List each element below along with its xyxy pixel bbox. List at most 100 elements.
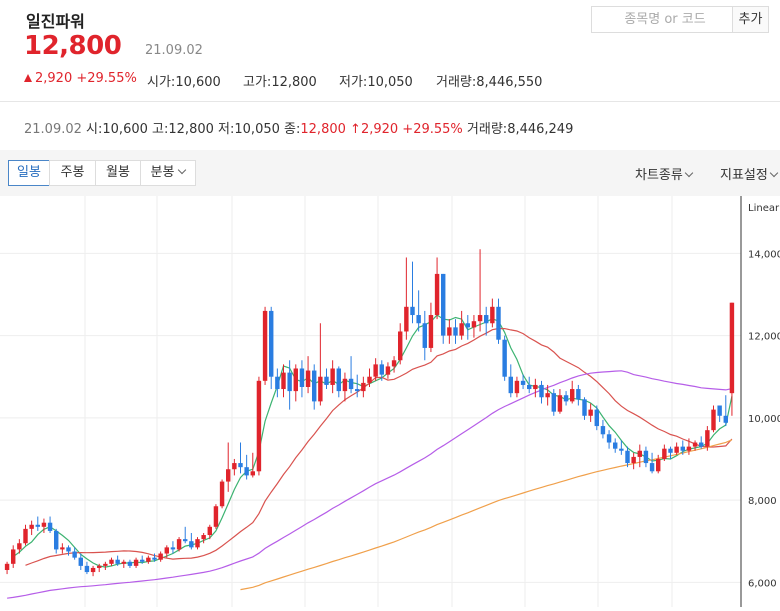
candle-body	[551, 393, 556, 412]
high-value: 12,800	[271, 75, 317, 90]
candle-body	[312, 370, 317, 402]
candle-body	[477, 315, 483, 322]
candle-body	[176, 539, 182, 550]
candle-body	[662, 448, 667, 459]
candle-body	[723, 415, 728, 423]
quote-close: 12,800	[300, 122, 346, 137]
candle-body	[570, 389, 575, 402]
scale-label: Linear	[748, 203, 780, 214]
candle-body	[594, 409, 599, 427]
candle-body	[109, 559, 114, 564]
chevron-down-icon	[178, 165, 187, 175]
quote-low-label: 저	[218, 122, 230, 137]
volume-value: 8,446,550	[476, 75, 543, 90]
chart-type-label: 차트종류	[635, 168, 683, 183]
quote-change-percent: +29.55%	[402, 122, 463, 137]
tab-weekly[interactable]: 주봉	[49, 160, 96, 186]
candle-body	[729, 302, 735, 394]
low-stat: 저가:10,050	[339, 75, 413, 90]
candle-body	[152, 557, 157, 560]
candle-body	[398, 331, 403, 361]
candle-body	[656, 458, 661, 472]
candle-body	[29, 524, 34, 529]
chevron-down-icon	[684, 168, 694, 178]
candle-body	[226, 469, 231, 482]
candle-body	[189, 541, 194, 548]
candle-body	[649, 463, 655, 472]
tab-minute[interactable]: 분봉	[140, 160, 196, 186]
tab-minute-label: 분봉	[150, 165, 175, 180]
candle-body	[355, 389, 360, 392]
candle-body	[4, 563, 10, 570]
change-amount: 2,920	[35, 71, 73, 86]
quote-high-label: 고	[152, 122, 164, 137]
candle-body	[410, 306, 415, 316]
candle-body	[625, 450, 630, 464]
candle-body	[484, 315, 489, 324]
candle-body	[711, 409, 716, 431]
chart-type-menu[interactable]: 차트종류	[635, 164, 694, 183]
candle-body	[219, 481, 225, 507]
candle-body	[557, 395, 563, 412]
add-button[interactable]: 추가	[733, 6, 769, 33]
y-tick-label: 14,000	[748, 249, 780, 260]
candle-body	[195, 539, 200, 548]
candle-body	[361, 382, 366, 392]
ma-line-ma60	[7, 370, 733, 599]
candle-body	[262, 310, 268, 381]
tab-monthly[interactable]: 월봉	[95, 160, 141, 186]
candle-body	[496, 306, 501, 340]
chart-area[interactable]: 6,000 8,000 10,000 12,000 14,000 Linear	[0, 196, 780, 607]
candle-body	[502, 339, 507, 377]
candle-body	[699, 442, 704, 447]
candle-body	[441, 273, 446, 336]
y-tick-label: 12,000	[748, 332, 780, 343]
chevron-down-icon	[769, 168, 779, 178]
indicator-settings-menu[interactable]: 지표설정	[720, 164, 779, 183]
candle-body	[250, 471, 255, 476]
candle-body	[232, 463, 237, 470]
candle-body	[514, 380, 520, 394]
candle-body	[158, 553, 163, 560]
candle-body	[447, 327, 452, 336]
candle-body	[692, 442, 698, 447]
candle-body	[373, 364, 378, 377]
candle-body	[23, 528, 28, 544]
candle-body	[520, 380, 526, 385]
volume-stat: 거래량:8,446,550	[436, 75, 543, 90]
ma-line-ma120	[240, 439, 733, 591]
quote-change-amount: 2,920	[360, 122, 399, 137]
tab-monthly-label: 월봉	[106, 165, 130, 180]
quote-open-label: 시	[86, 122, 98, 137]
candle-body	[674, 446, 679, 453]
candle-body	[508, 376, 513, 394]
y-tick-label: 10,000	[748, 414, 780, 425]
candle-body	[97, 565, 102, 568]
tab-daily[interactable]: 일봉	[8, 160, 50, 186]
current-price: 12,800	[24, 31, 122, 61]
candle-body	[164, 547, 169, 554]
candle-body	[47, 522, 53, 531]
candle-body	[582, 399, 587, 416]
candle-body	[527, 384, 532, 390]
candle-body	[348, 378, 354, 390]
volume-label: 거래량	[436, 75, 472, 90]
candle-body	[90, 567, 96, 573]
candle-body	[379, 364, 384, 375]
candle-body	[619, 448, 624, 451]
price-change: 2,920 +29.55%	[24, 71, 137, 86]
candle-body	[459, 323, 464, 336]
indicator-settings-label: 지표설정	[720, 168, 768, 183]
candle-body	[422, 323, 427, 348]
search-box	[591, 6, 733, 33]
quote-volume: 8,446,249	[507, 122, 574, 137]
candle-body	[72, 551, 77, 558]
candle-body	[680, 446, 685, 451]
candle-body	[686, 446, 692, 451]
search-input[interactable]	[592, 7, 730, 32]
price-date: 21.09.02	[145, 43, 203, 58]
candle-body	[201, 535, 206, 540]
candlestick-chart[interactable]: 6,000 8,000 10,000 12,000 14,000 Linear	[0, 196, 780, 607]
up-arrow-icon	[24, 74, 32, 82]
candle-body	[305, 370, 311, 387]
